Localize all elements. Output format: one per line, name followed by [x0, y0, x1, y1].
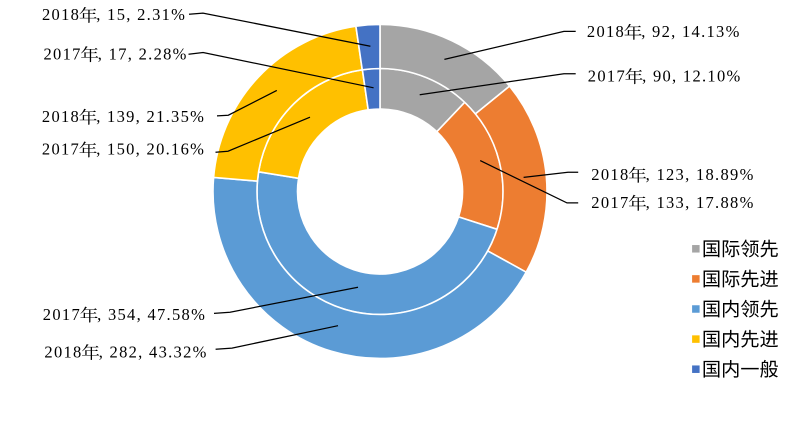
svg-text:, 90, 12.10%: , 90, 12.10% [642, 66, 741, 85]
svg-text:2017: 2017 [43, 305, 81, 324]
svg-text:, 17, 2.28%: , 17, 2.28% [98, 44, 188, 63]
svg-text:2017: 2017 [588, 66, 626, 85]
svg-text:, 133, 17.88%: , 133, 17.88% [646, 193, 755, 212]
svg-text:2018: 2018 [42, 107, 80, 126]
svg-text:2017: 2017 [42, 140, 80, 159]
svg-text:2017: 2017 [44, 44, 82, 63]
svg-text:, 139, 21.35%: , 139, 21.35% [96, 107, 205, 126]
svg-text:2018: 2018 [44, 342, 82, 361]
svg-text:, 15, 2.31%: , 15, 2.31% [96, 5, 186, 24]
svg-text:, 150, 20.16%: , 150, 20.16% [96, 140, 205, 159]
svg-text:, 354, 47.58%: , 354, 47.58% [97, 305, 206, 324]
svg-text:2017: 2017 [591, 193, 629, 212]
svg-text:2018: 2018 [42, 5, 80, 24]
svg-text:, 282, 43.32%: , 282, 43.32% [99, 342, 208, 361]
svg-text:, 123, 18.89%: , 123, 18.89% [646, 165, 755, 184]
svg-text:2018: 2018 [587, 22, 625, 41]
svg-text:2018: 2018 [591, 165, 629, 184]
svg-text:, 92, 14.13%: , 92, 14.13% [641, 22, 740, 41]
